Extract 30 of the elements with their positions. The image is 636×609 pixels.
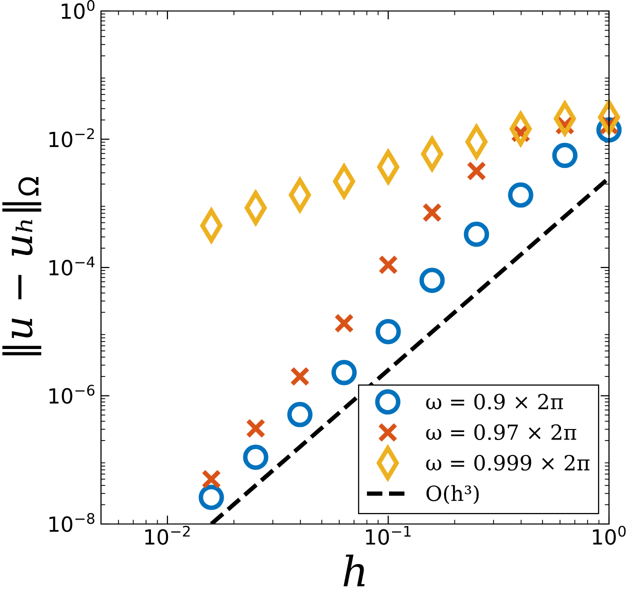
legend-label: ω = 0.97 × 2π <box>426 424 576 440</box>
legend-label: ω = 0.999 × 2π <box>426 454 590 471</box>
point <box>376 318 401 344</box>
point <box>201 469 222 490</box>
x-tick-label: 10$^{−1}$ <box>366 526 411 545</box>
point <box>464 222 490 247</box>
point <box>331 360 357 386</box>
point <box>422 202 442 222</box>
point <box>243 444 268 470</box>
x-tick-label: 10$^{−2}$ <box>145 526 190 545</box>
y-tick-label: 10$^{−4}$ <box>49 256 95 276</box>
point <box>334 313 354 334</box>
y-tick-label: 10$^{0}$ <box>62 0 94 20</box>
point <box>290 366 310 386</box>
x-axis-title: h <box>344 554 365 586</box>
point <box>419 268 445 294</box>
point <box>246 418 266 438</box>
y-tick-label: 10$^{−2}$ <box>49 128 94 148</box>
y-tick-label: 10$^{−6}$ <box>49 384 94 404</box>
legend-label: ω = 0.9 × 2π <box>426 394 563 410</box>
point <box>378 254 398 275</box>
point <box>198 484 224 510</box>
legend-label: O(h³) <box>426 485 479 504</box>
y-tick-label: 10$^{−8}$ <box>49 512 94 532</box>
point <box>552 142 578 168</box>
x-tick-label: 10$^{0}$ <box>592 526 626 545</box>
y-axis-title: ‖u − uₕ‖$_{Ω}$ <box>2 177 42 356</box>
point <box>508 182 534 208</box>
point <box>466 161 486 181</box>
point <box>287 402 313 428</box>
